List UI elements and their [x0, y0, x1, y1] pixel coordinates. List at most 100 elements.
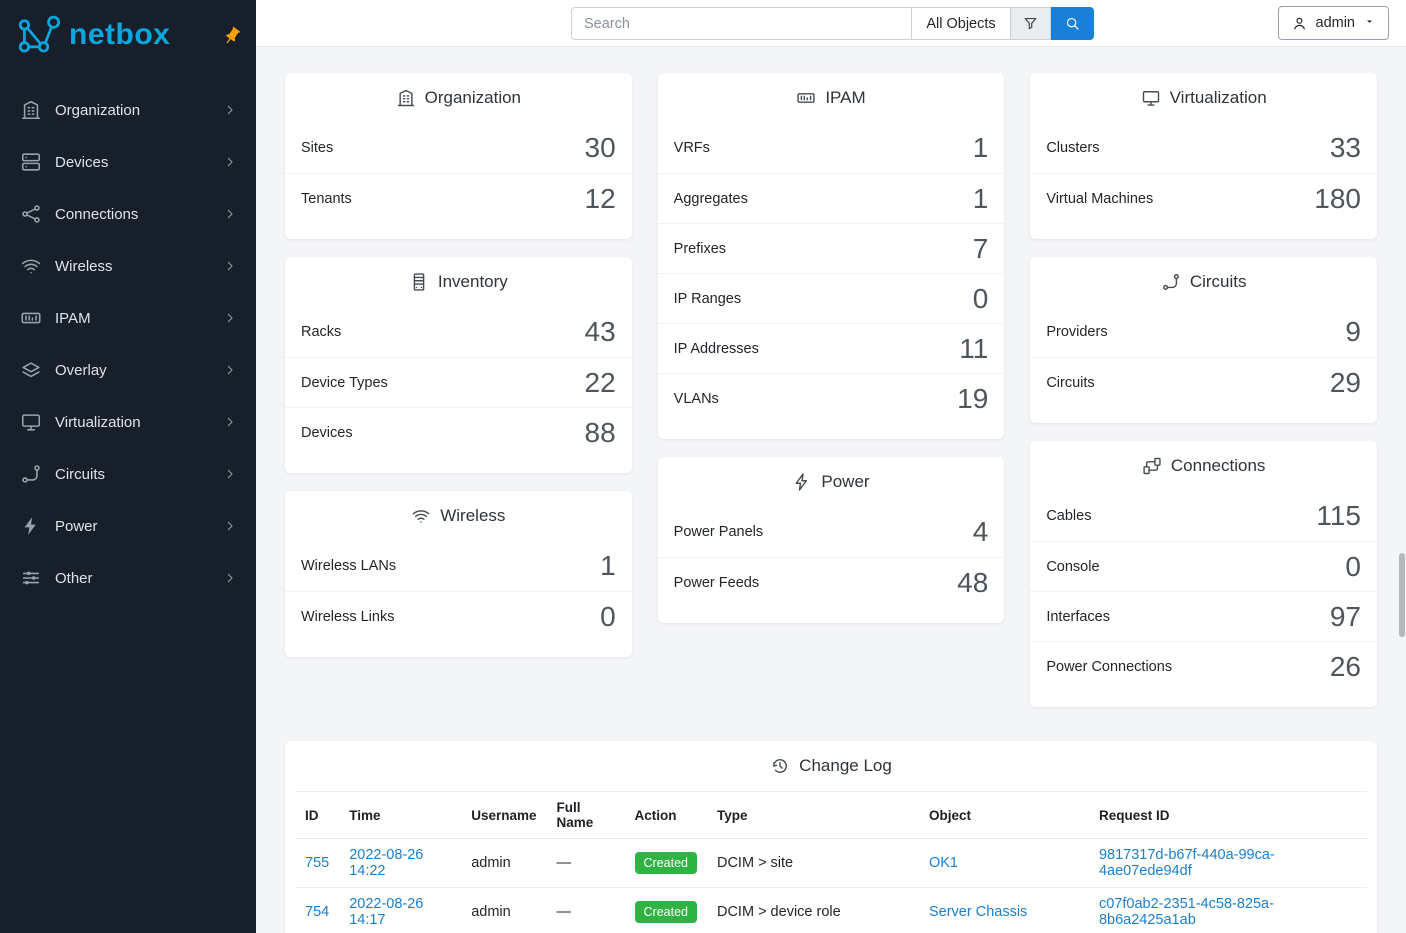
- cell-id: 754: [295, 887, 340, 933]
- stat-row-power-panels: Power Panels 4: [658, 507, 1005, 557]
- stat-label: VRFs: [673, 140, 710, 156]
- chevron-right-icon: [222, 570, 238, 586]
- stat-label: Power Connections: [1046, 658, 1173, 675]
- sidebar-menu: Organization Devices Connections Wireles…: [0, 66, 256, 602]
- sidebar-item-label: Connections: [55, 205, 139, 223]
- stat-value-link[interactable]: 29: [1329, 366, 1361, 398]
- stat-label: Clusters: [1046, 140, 1100, 156]
- stat-value-link[interactable]: 11: [959, 332, 989, 364]
- stat-value-link[interactable]: 19: [957, 382, 989, 414]
- sidebar-item-label: Circuits: [55, 465, 106, 483]
- transit-icon: [1161, 272, 1181, 292]
- chevron-down-icon: [1363, 15, 1376, 32]
- stat-value-link[interactable]: 26: [1329, 650, 1361, 682]
- sidebar-item-devices[interactable]: Devices: [8, 138, 248, 186]
- changelog-id-link[interactable]: 754: [305, 904, 330, 920]
- filter-button[interactable]: [1010, 7, 1051, 40]
- stat-value-link[interactable]: 1: [972, 182, 989, 214]
- layers-icon: [20, 359, 42, 381]
- card-grid: Organization Sites 30 Tenants 12 Invento…: [285, 73, 1377, 707]
- stat-value-link[interactable]: 12: [584, 182, 616, 214]
- stat-value-link[interactable]: 0: [1345, 550, 1361, 582]
- chevron-right-icon: [222, 310, 238, 326]
- sidebar-item-ipam[interactable]: IPAM: [8, 294, 248, 342]
- stat-value-link[interactable]: 43: [584, 316, 616, 347]
- stat-value-link[interactable]: 4: [972, 516, 989, 547]
- stat-row-circuits: Circuits 29: [1030, 357, 1377, 407]
- stat-row-console: Console 0: [1030, 541, 1377, 591]
- scrollbar-thumb[interactable]: [1399, 553, 1405, 637]
- column-header-full-name: Full Name: [546, 791, 625, 839]
- search-submit-button[interactable]: [1051, 7, 1094, 40]
- cell-request-id: 9817317d-b67f-440a-99ca-4ae07ede94df: [1088, 838, 1367, 888]
- stat-value-link[interactable]: 33: [1329, 132, 1361, 163]
- person-icon: [1293, 17, 1305, 29]
- search-input[interactable]: [571, 7, 912, 40]
- building-icon: [396, 88, 416, 108]
- power-card: Power Power Panels 4 Power Feeds 48: [657, 457, 1005, 623]
- stat-label: Console: [1046, 558, 1100, 575]
- sidebar-item-organization[interactable]: Organization: [8, 86, 248, 134]
- chevron-right-icon: [222, 206, 238, 222]
- stat-label: Sites: [301, 140, 334, 156]
- changelog-id-link[interactable]: 755: [305, 855, 330, 871]
- stat-value-link[interactable]: 1: [600, 550, 616, 581]
- object-link[interactable]: Server Chassis: [928, 904, 1028, 920]
- card-title: Change Log: [295, 741, 1367, 791]
- stat-row-cables: Cables 115: [1030, 491, 1377, 541]
- sidebar: netbox Organization Devices Connections: [0, 0, 256, 933]
- home-logo-link[interactable]: netbox: [0, 0, 256, 66]
- virtualization-card: Virtualization Clusters 33 Virtual Machi…: [1030, 73, 1377, 239]
- sidebar-item-circuits[interactable]: Circuits: [8, 450, 248, 498]
- sidebar-item-overlay[interactable]: Overlay: [8, 346, 248, 394]
- stat-value-link[interactable]: 180: [1314, 182, 1361, 214]
- stat-label: Tenants: [301, 190, 352, 207]
- changelog-time-link[interactable]: 2022-08-26 14:22: [349, 847, 424, 879]
- stat-label: Wireless LANs: [301, 558, 397, 574]
- chevron-right-icon: [222, 102, 238, 118]
- cell-username: admin: [461, 887, 547, 933]
- sidebar-item-other[interactable]: Other: [8, 554, 248, 602]
- stat-label: Wireless Links: [301, 608, 395, 625]
- request-id-link[interactable]: c07f0ab2-2351-4c58-825a-8b6a2425a1ab: [1098, 896, 1274, 928]
- sidebar-item-label: Devices: [55, 153, 109, 171]
- dashboard: Organization Sites 30 Tenants 12 Invento…: [256, 47, 1406, 933]
- changelog-header-row: ID Time Username Full Name Action Type O…: [295, 791, 1367, 839]
- stat-value-link[interactable]: 1: [972, 132, 989, 163]
- history-icon: [770, 756, 790, 776]
- column-1: Organization Sites 30 Tenants 12 Invento…: [285, 73, 632, 707]
- sidebar-item-power[interactable]: Power: [8, 502, 248, 550]
- stat-label: Aggregates: [673, 190, 748, 207]
- cell-username: admin: [461, 838, 547, 888]
- stat-label: Racks: [301, 324, 342, 340]
- stat-row-clusters: Clusters 33: [1030, 123, 1377, 173]
- stat-value-link[interactable]: 22: [584, 366, 616, 398]
- changelog-time-link[interactable]: 2022-08-26 14:17: [349, 896, 424, 928]
- ipam-card: IPAM VRFs 1 Aggregates 1 Prefixes 7: [657, 73, 1005, 439]
- request-id-link[interactable]: 9817317d-b67f-440a-99ca-4ae07ede94df: [1098, 847, 1275, 879]
- object-type-dropdown[interactable]: All Objects: [911, 7, 1011, 40]
- stat-value-link[interactable]: 0: [972, 282, 989, 314]
- stat-value-link[interactable]: 97: [1329, 600, 1361, 632]
- stat-value-link[interactable]: 30: [584, 132, 616, 163]
- stat-value-link[interactable]: 7: [972, 232, 989, 264]
- stat-value-link[interactable]: 48: [957, 566, 989, 598]
- netbox-logo-icon: [18, 15, 61, 53]
- pin-sidebar-icon[interactable]: [222, 26, 242, 46]
- column-header-type: Type: [706, 791, 919, 839]
- stat-row-sites: Sites 30: [285, 123, 632, 173]
- cell-id: 755: [295, 838, 340, 888]
- cell-time: 2022-08-26 14:22: [339, 838, 462, 888]
- stat-label: Power Feeds: [673, 574, 760, 591]
- stat-value-link[interactable]: 115: [1316, 500, 1361, 531]
- stat-value-link[interactable]: 0: [600, 600, 616, 632]
- sidebar-item-wireless[interactable]: Wireless: [8, 242, 248, 290]
- sidebar-item-connections[interactable]: Connections: [8, 190, 248, 238]
- lightning-icon: [20, 515, 42, 537]
- stat-value-link[interactable]: 9: [1345, 316, 1361, 347]
- sidebar-item-virtualization[interactable]: Virtualization: [8, 398, 248, 446]
- search-icon: [1066, 17, 1079, 30]
- object-link[interactable]: OK1: [928, 855, 958, 871]
- stat-value-link[interactable]: 88: [584, 416, 616, 448]
- user-menu-button[interactable]: admin: [1277, 6, 1389, 40]
